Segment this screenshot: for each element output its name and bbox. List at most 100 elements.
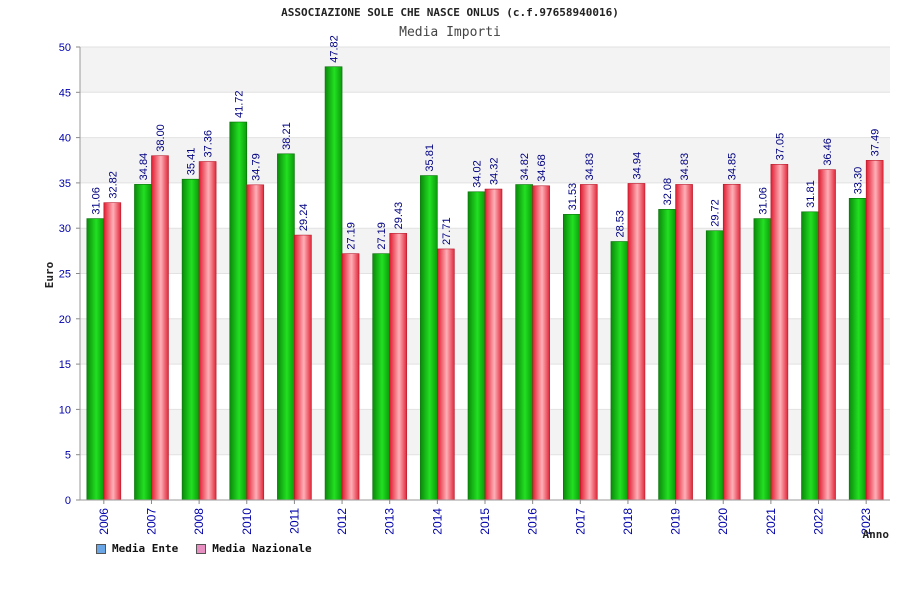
bar-media-ente xyxy=(181,178,200,501)
data-label: 38.00 xyxy=(155,124,167,152)
data-label: 34.83 xyxy=(679,153,691,181)
grid-band xyxy=(80,92,890,138)
y-tick-label: 45 xyxy=(59,87,71,99)
bar-media-ente xyxy=(134,184,152,501)
bar-media-ente xyxy=(658,209,676,501)
x-tick-label: 2019 xyxy=(669,508,683,535)
x-axis-label: Anno xyxy=(863,528,890,541)
bar-media-ente xyxy=(372,253,391,501)
bar-media-nazionale xyxy=(151,155,169,501)
bar-media-ente xyxy=(705,230,724,501)
data-label: 34.94 xyxy=(631,152,643,180)
data-label: 38.21 xyxy=(281,122,293,150)
data-label: 35.81 xyxy=(424,144,436,172)
x-tick-label: 2011 xyxy=(287,508,301,534)
bar-media-nazionale xyxy=(246,184,265,501)
y-axis-label: Euro xyxy=(43,261,56,288)
bar-media-nazionale xyxy=(341,253,360,501)
y-tick-label: 10 xyxy=(59,404,71,416)
data-label: 41.72 xyxy=(233,90,245,118)
bar-media-ente xyxy=(753,218,772,501)
bar-media-ente xyxy=(801,211,819,501)
bar-media-ente xyxy=(86,218,105,501)
bar-media-nazionale xyxy=(389,233,408,501)
bar-media-ente xyxy=(277,153,295,501)
data-label: 34.02 xyxy=(472,160,484,188)
bar-media-ente xyxy=(848,198,867,501)
x-tick-label: 2021 xyxy=(764,508,778,535)
x-tick-label: 2016 xyxy=(526,508,540,535)
bars xyxy=(86,66,884,501)
y-tick-label: 20 xyxy=(59,314,71,326)
legend-item-ente: Media Ente xyxy=(96,542,178,555)
data-label: 31.81 xyxy=(805,180,817,208)
data-label: 29.72 xyxy=(710,199,722,227)
x-tick-label: 2007 xyxy=(144,508,158,535)
data-label: 36.46 xyxy=(822,138,834,166)
y-tick-label: 5 xyxy=(65,450,71,462)
data-label: 34.83 xyxy=(584,153,596,181)
legend-swatch-nazionale xyxy=(196,543,207,554)
legend-label-nazionale: Media Nazionale xyxy=(212,542,312,555)
x-tick-label: 2015 xyxy=(478,508,492,535)
bar-media-nazionale xyxy=(198,161,217,501)
data-label: 34.85 xyxy=(727,153,739,181)
data-label: 31.53 xyxy=(567,183,579,211)
x-tick-label: 2012 xyxy=(335,508,349,535)
bar-media-nazionale xyxy=(484,188,503,501)
data-label: 34.84 xyxy=(138,153,150,181)
y-tick-label: 50 xyxy=(59,42,71,54)
data-label: 27.19 xyxy=(376,222,388,250)
data-label: 31.06 xyxy=(90,187,102,215)
data-label: 33.30 xyxy=(853,167,865,195)
data-label: 32.82 xyxy=(107,171,119,199)
y-tick-label: 35 xyxy=(59,178,71,190)
x-tick-label: 2014 xyxy=(430,508,444,535)
bar-media-ente xyxy=(610,241,629,501)
data-label: 47.82 xyxy=(329,35,341,63)
chart-subtitle: Media Importi xyxy=(399,25,501,40)
bar-media-ente xyxy=(324,66,343,501)
bar-media-ente xyxy=(515,184,533,501)
bar-media-ente xyxy=(562,214,581,501)
data-label: 29.43 xyxy=(393,202,405,230)
bar-media-ente xyxy=(467,191,486,501)
grid-band xyxy=(80,47,890,93)
x-tick-label: 2013 xyxy=(383,508,397,535)
bar-media-ente xyxy=(229,121,248,501)
bar-media-nazionale xyxy=(294,234,312,501)
data-label: 31.06 xyxy=(757,187,769,215)
data-label: 35.41 xyxy=(186,148,198,176)
chart-title: ASSOCIAZIONE SOLE CHE NASCE ONLUS (c.f.9… xyxy=(281,6,619,19)
y-tick-label: 30 xyxy=(59,223,71,235)
data-label: 34.82 xyxy=(519,153,531,181)
legend-item-nazionale: Media Nazionale xyxy=(196,542,312,555)
bar-media-ente xyxy=(420,175,438,501)
data-labels: 31.06 32.82 34.84 38.00 35.41 37.36 41.72 34.79… xyxy=(90,35,881,249)
y-tick-label: 25 xyxy=(59,269,71,281)
data-label: 28.53 xyxy=(614,210,626,238)
bar-media-nazionale xyxy=(818,169,836,501)
bar-media-nazionale xyxy=(770,164,789,501)
bar-media-nazionale xyxy=(579,184,598,501)
data-label: 29.24 xyxy=(298,204,310,232)
data-label: 37.05 xyxy=(774,133,786,161)
bar-media-nazionale xyxy=(627,183,646,501)
bar-media-nazionale xyxy=(437,248,455,501)
legend-label-ente: Media Ente xyxy=(112,542,179,555)
axes: 0 5 10 15 20 25 30 35 40 45 50 2006 2007 2008 2010 2011… xyxy=(43,42,890,541)
bar-media-nazionale xyxy=(722,183,741,501)
x-tick-label: 2010 xyxy=(240,508,254,535)
data-label: 37.36 xyxy=(203,130,215,158)
data-label: 34.79 xyxy=(250,153,262,181)
legend-swatch-ente xyxy=(96,543,106,554)
y-tick-label: 40 xyxy=(59,133,71,145)
y-tick-label: 0 xyxy=(65,495,71,507)
data-label: 34.32 xyxy=(489,158,501,186)
bar-media-nazionale xyxy=(532,185,550,501)
y-tick-label: 15 xyxy=(59,359,71,371)
data-label: 37.49 xyxy=(870,129,882,157)
data-label: 34.68 xyxy=(536,154,548,182)
x-tick-label: 2022 xyxy=(812,508,826,535)
